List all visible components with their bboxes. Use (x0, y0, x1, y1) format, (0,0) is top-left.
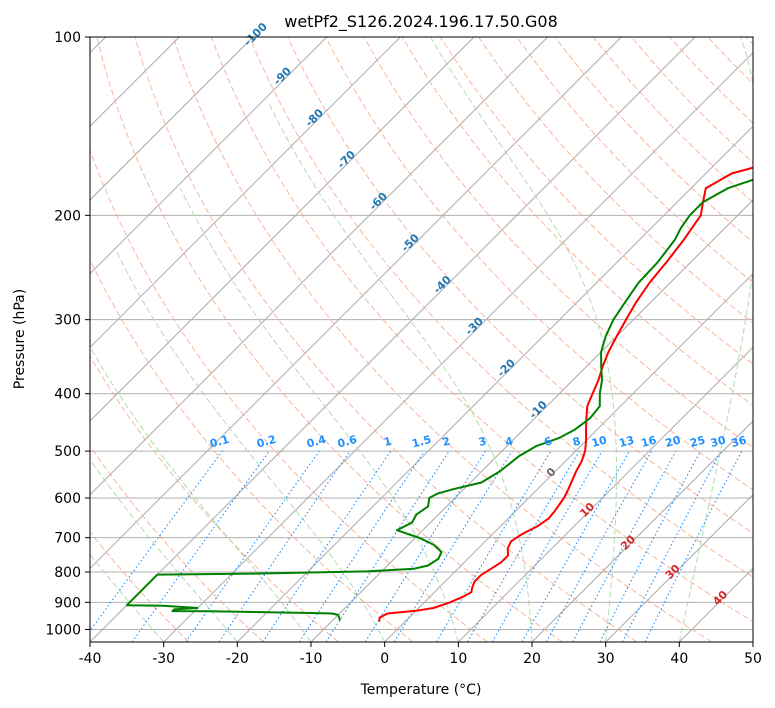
isotherm-line (90, 37, 328, 275)
mixing-ratio-label: 30 (709, 433, 727, 450)
x-tick-label: -30 (152, 651, 175, 667)
isotherm-line (457, 346, 753, 642)
isotherm-line (384, 272, 753, 642)
mixing-ratio-label: 16 (640, 433, 658, 450)
moist-adiabat (430, 37, 617, 642)
dry-adiabat (516, 37, 753, 284)
moist-adiabat (678, 37, 753, 642)
mixing-ratio-line (644, 450, 743, 642)
dry-adiabat (210, 37, 753, 623)
mixing-ratio-label: 13 (618, 433, 636, 450)
dry-adiabat (90, 531, 190, 642)
mixing-ratio-line (572, 450, 677, 642)
dry-adiabat (172, 37, 712, 642)
moist-adiabat (90, 345, 312, 642)
dry-adiabat (401, 37, 753, 406)
background-lines (90, 37, 753, 642)
x-tick-label: 0 (380, 651, 389, 667)
plot-frame (89, 36, 754, 643)
moist-adiabat (268, 104, 533, 642)
temperature-trace (378, 166, 753, 622)
dry-adiabat (287, 37, 753, 534)
y-tick-label: 100 (54, 30, 81, 46)
mixing-ratio-line (131, 450, 270, 642)
isotherm-line (90, 37, 401, 349)
mixing-ratio-label: 6 (543, 434, 554, 449)
x-tick-label: 10 (449, 651, 467, 667)
moist-adiabat (115, 251, 386, 642)
isotherm-line (236, 125, 753, 642)
dewpoint-trace (125, 178, 753, 621)
x-tick-label: -10 (300, 651, 323, 667)
dry-adiabat (249, 37, 753, 578)
dry-adiabat (90, 355, 339, 642)
y-tick-label: 500 (54, 444, 81, 460)
x-tick-label: 50 (744, 651, 762, 667)
sounding-traces (125, 166, 753, 622)
x-tick-label: -40 (79, 651, 102, 667)
mixing-ratio-line (521, 450, 630, 642)
mixing-ratio-line (218, 450, 351, 642)
dry-adiabat (90, 148, 488, 642)
y-tick-label: 200 (54, 208, 81, 224)
dry-adiabat (96, 37, 563, 642)
x-axis-title: Temperature (°C) (360, 682, 482, 698)
mixing-ratio-line (90, 450, 223, 632)
dry-adiabat (90, 445, 264, 642)
mixing-ratio-label: 25 (689, 433, 707, 450)
isotherm-line (310, 199, 753, 642)
mixing-ratio-label: 2 (441, 434, 452, 449)
isotherm-line (531, 420, 753, 642)
x-tick-label: 20 (523, 651, 541, 667)
mixing-ratio-label: 3 (477, 434, 488, 449)
isotherm-line (605, 493, 753, 642)
y-axis-title: Pressure (hPa) (12, 289, 28, 389)
y-tick-label: 1000 (45, 622, 81, 638)
mixing-ratio-label: 1 (382, 434, 393, 449)
y-tick-label: 400 (54, 387, 81, 403)
y-tick-label: 900 (54, 595, 81, 611)
x-axis: -40 -30 -20 -10 0 10 20 30 40 50 (79, 642, 762, 667)
isotherm-line (90, 37, 254, 201)
mixing-ratio-label: 0.6 (336, 433, 359, 451)
mixing-ratio-label: 0.1 (208, 433, 230, 451)
isotherm-line (90, 37, 475, 422)
dry-adiabat (325, 37, 753, 491)
y-tick-label: 300 (54, 313, 81, 329)
mixing-ratio-label: 36 (730, 433, 748, 450)
y-tick-label: 700 (54, 531, 81, 547)
mixing-ratio-line (325, 450, 450, 642)
chart-title: wetPf2_S126.2024.196.17.50.G08 (284, 12, 558, 32)
moist-adiabat (90, 553, 165, 642)
isotherm-line (90, 37, 549, 496)
mixing-ratio-label: 0.2 (255, 433, 277, 451)
mixing-ratio-label: 10 (590, 433, 608, 450)
mixing-ratio-line (298, 450, 425, 642)
y-tick-label: 600 (54, 491, 81, 507)
mixing-ratio-line (185, 450, 320, 642)
isotherm-line (163, 51, 753, 642)
dry-adiabat (134, 37, 638, 642)
mixing-ratio-label: 8 (571, 434, 582, 449)
x-tick-label: 40 (670, 651, 688, 667)
mixing-ratio-line (262, 450, 392, 642)
x-tick-label: 30 (597, 651, 615, 667)
y-tick-label: 800 (54, 565, 81, 581)
mixing-ratio-line (393, 450, 513, 642)
y-axis: 100 200 300 400 500 600 700 800 900 1000 (45, 30, 90, 638)
x-tick-label: -20 (226, 651, 249, 667)
isotherm-line (90, 37, 696, 642)
isotherm-line (90, 37, 622, 570)
mixing-ratio-label: 4 (504, 434, 515, 449)
mixing-ratio-line (545, 450, 653, 642)
mixing-ratio-label: 1.5 (410, 433, 432, 451)
mixing-ratio-label: 0.4 (305, 433, 328, 451)
dry-adiabat (90, 258, 414, 642)
mixing-ratio-label: 20 (664, 433, 682, 450)
